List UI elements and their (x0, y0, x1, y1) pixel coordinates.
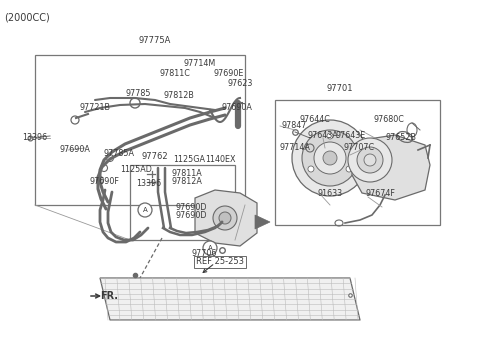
Text: 97690E: 97690E (213, 69, 243, 77)
Polygon shape (255, 215, 270, 229)
Text: 1140EX: 1140EX (205, 155, 236, 165)
Text: 97623: 97623 (228, 79, 253, 89)
Text: 97762: 97762 (142, 152, 168, 161)
Circle shape (314, 142, 346, 174)
Text: FR.: FR. (100, 291, 118, 301)
Text: 97680C: 97680C (373, 116, 404, 124)
Text: 97847: 97847 (281, 121, 306, 130)
Circle shape (348, 138, 392, 182)
Circle shape (138, 203, 152, 217)
Text: 97811C: 97811C (160, 70, 191, 78)
Text: 97690D: 97690D (175, 211, 206, 219)
Circle shape (364, 154, 376, 166)
Text: 1125AD: 1125AD (120, 166, 152, 174)
Text: 97707C: 97707C (344, 144, 375, 152)
Text: 97701: 97701 (327, 84, 353, 93)
Text: 97812B: 97812B (163, 92, 194, 100)
Circle shape (308, 166, 314, 172)
Text: A: A (208, 245, 212, 251)
Polygon shape (195, 190, 257, 246)
Circle shape (346, 166, 352, 172)
Circle shape (292, 120, 368, 196)
Circle shape (219, 212, 231, 224)
Polygon shape (352, 135, 430, 200)
Text: 97674F: 97674F (365, 190, 395, 198)
Text: 97785: 97785 (125, 90, 151, 98)
Bar (130, 165, 235, 240)
Text: A: A (143, 207, 147, 213)
Text: 97812A: 97812A (172, 177, 203, 187)
Text: REF 25-253: REF 25-253 (196, 258, 244, 266)
Text: (2000CC): (2000CC) (4, 12, 50, 22)
Text: 97643E: 97643E (335, 130, 365, 140)
Circle shape (357, 147, 383, 173)
Circle shape (302, 130, 358, 186)
Text: 97690A: 97690A (222, 103, 253, 113)
Text: 97714A: 97714A (279, 144, 310, 152)
Text: 97652B: 97652B (385, 134, 416, 143)
Bar (275, 100, 440, 225)
Text: 97785A: 97785A (103, 149, 134, 159)
Text: 97721B: 97721B (80, 103, 111, 113)
Text: 97714M: 97714M (183, 59, 215, 69)
Text: 13396: 13396 (22, 132, 47, 142)
Text: 97643A: 97643A (307, 130, 338, 140)
Polygon shape (100, 278, 360, 320)
Text: 91633: 91633 (317, 190, 342, 198)
Bar (35, 55, 245, 205)
Text: 97644C: 97644C (300, 116, 331, 124)
Text: 13396: 13396 (136, 178, 161, 188)
Text: 97706: 97706 (192, 248, 217, 258)
Text: 97811A: 97811A (172, 169, 203, 178)
Text: 1125GA: 1125GA (173, 155, 205, 165)
Circle shape (213, 206, 237, 230)
Circle shape (327, 133, 333, 139)
Text: 97690F: 97690F (90, 176, 120, 186)
Circle shape (203, 241, 217, 255)
Text: 97690A: 97690A (60, 145, 91, 154)
Circle shape (323, 151, 337, 165)
Text: 97775A: 97775A (139, 36, 171, 45)
Text: 97690D: 97690D (175, 202, 206, 212)
